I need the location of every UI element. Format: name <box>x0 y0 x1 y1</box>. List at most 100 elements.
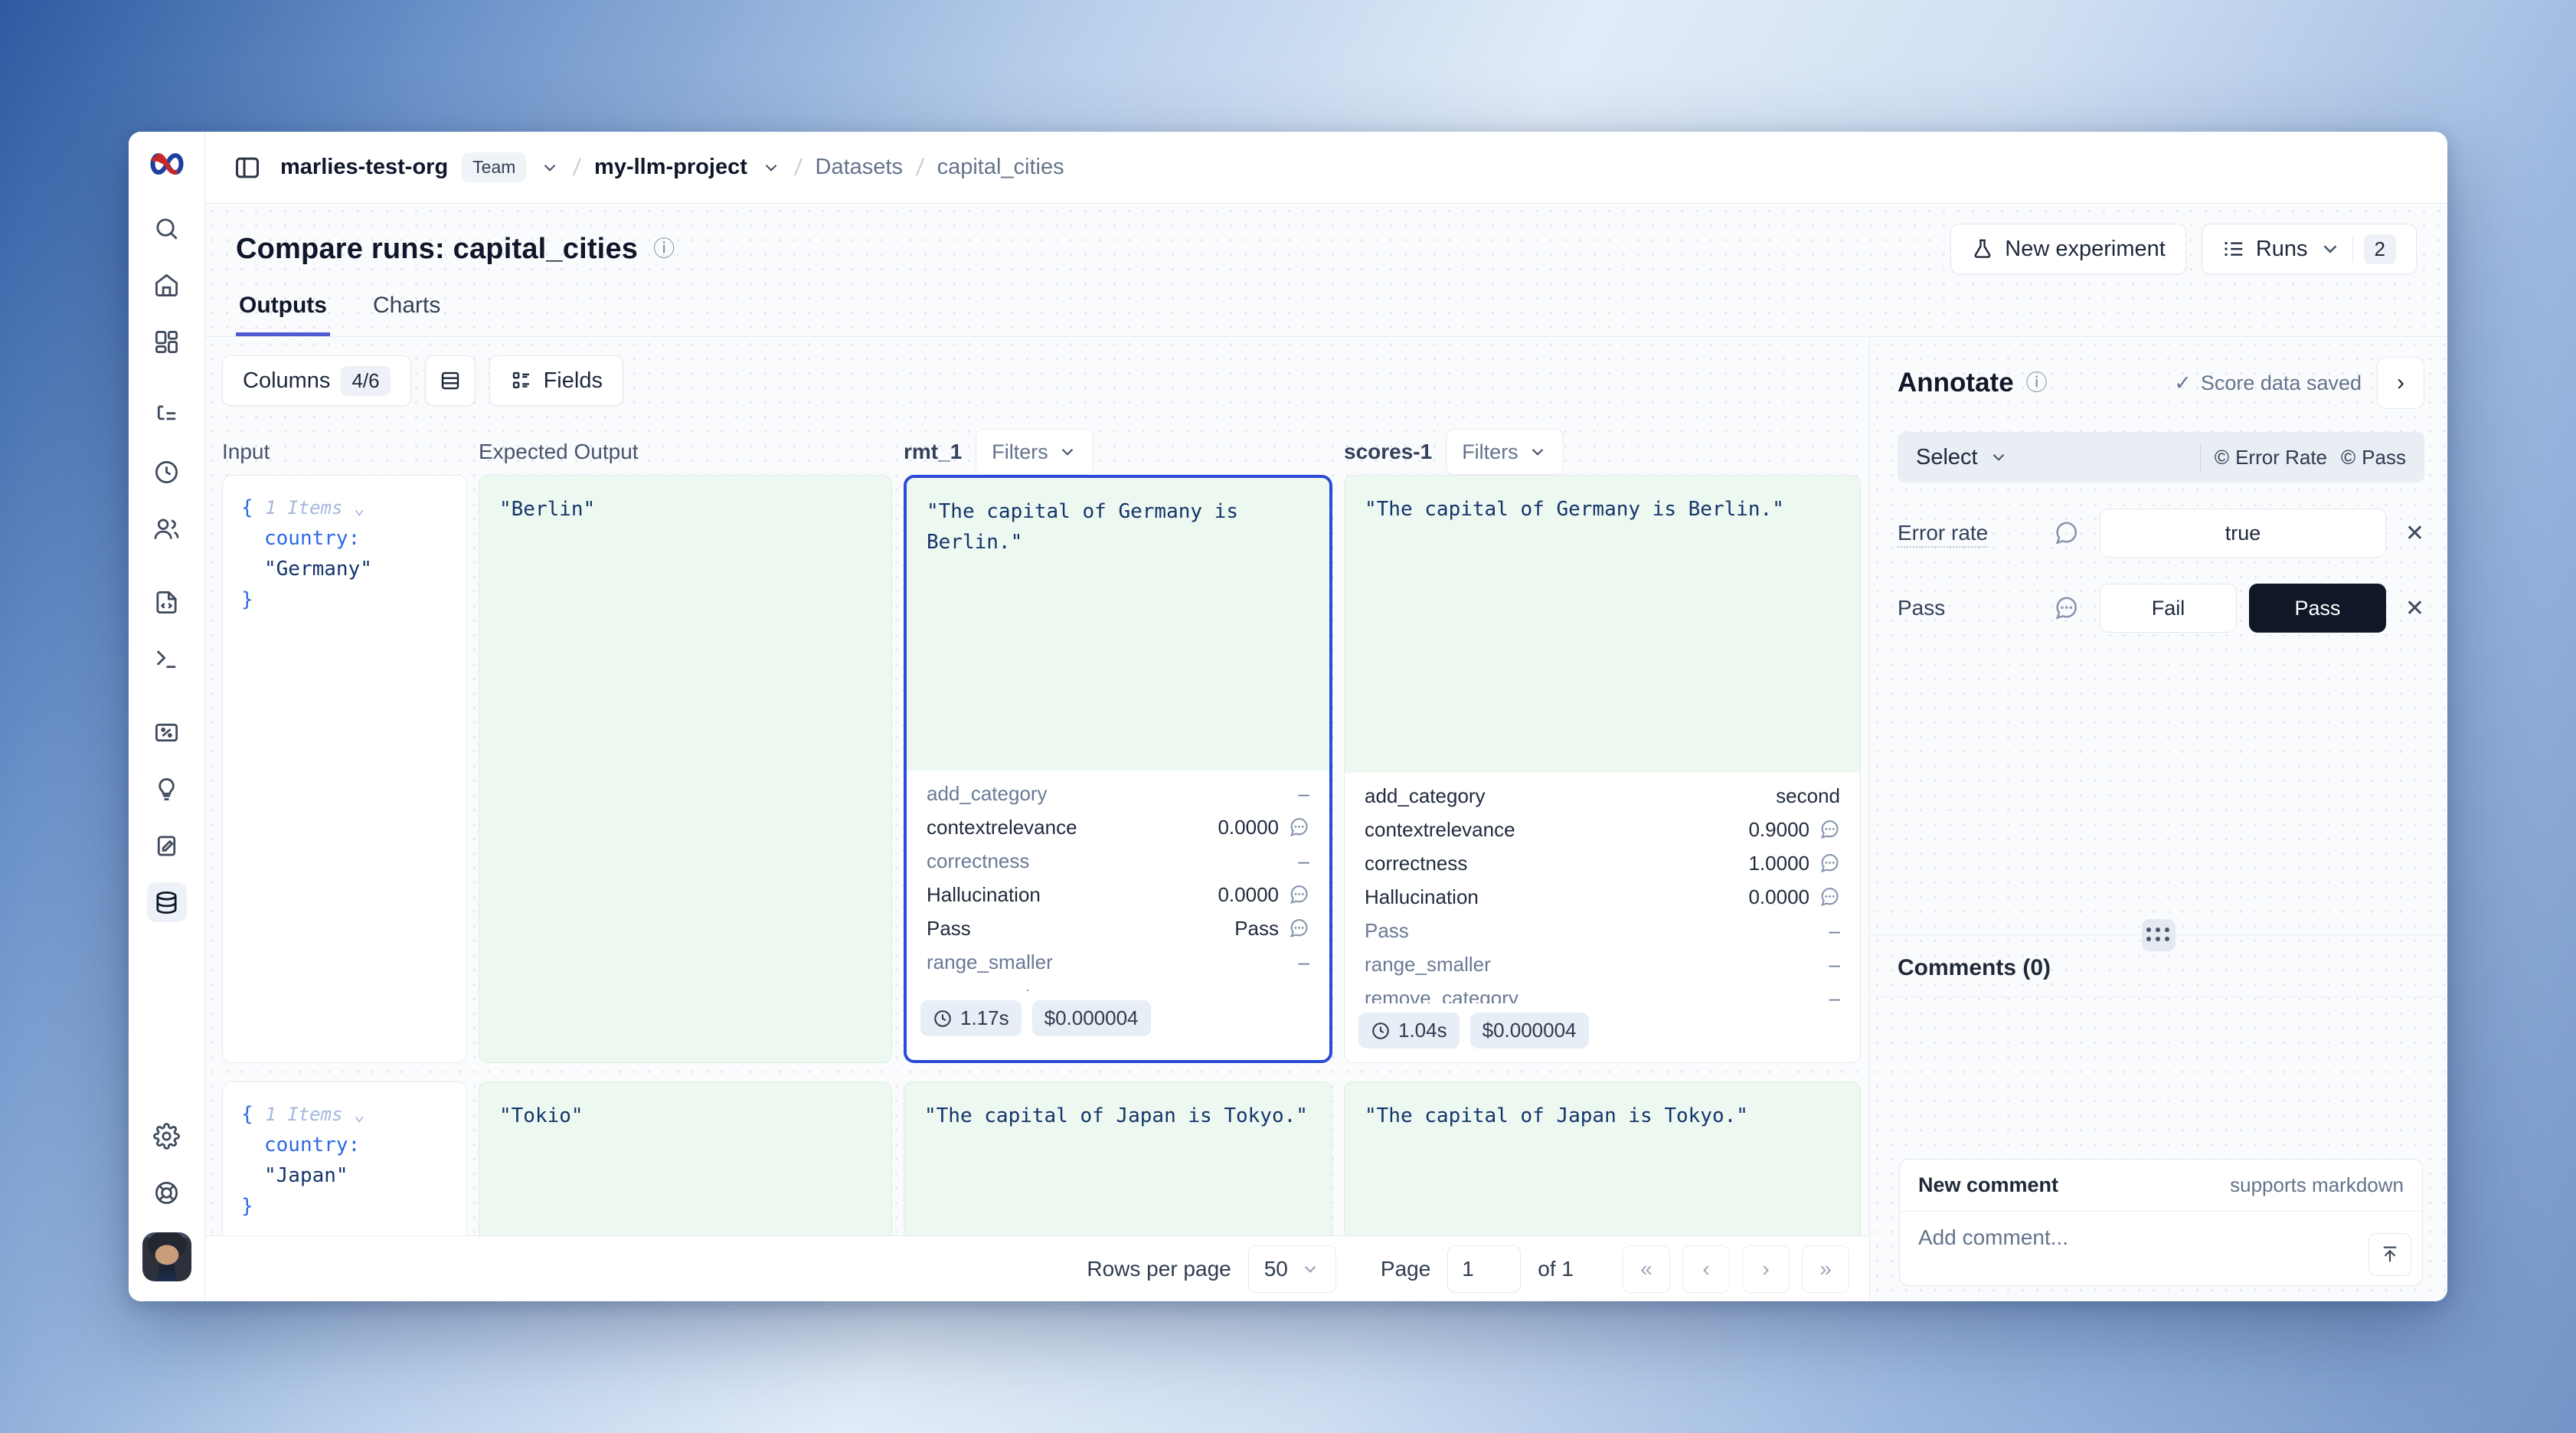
score-config-select[interactable]: Select <box>1916 445 2009 470</box>
run1-filters-button[interactable]: Filters <box>976 429 1093 475</box>
comment-input[interactable] <box>1900 1212 2422 1285</box>
info-icon[interactable]: ⓘ <box>653 237 675 260</box>
breadcrumb-org[interactable]: marlies-test-org <box>280 155 449 179</box>
sidebar-settings-icon[interactable] <box>147 1116 187 1156</box>
sidebar-sessions-icon[interactable] <box>147 452 187 492</box>
breadcrumb-datasets[interactable]: Datasets <box>815 155 903 179</box>
submit-comment-button[interactable] <box>2368 1233 2411 1276</box>
next-page-button[interactable]: › <box>1742 1245 1790 1293</box>
new-experiment-button[interactable]: New experiment <box>1950 224 2186 274</box>
cost-badge: $0.000004 <box>1469 1013 1589 1049</box>
sidebar-prompts-icon[interactable] <box>147 582 187 622</box>
comments-title: Comments (0) <box>1898 955 2051 980</box>
previous-page-button[interactable]: ‹ <box>1682 1245 1730 1293</box>
run2-output-cell[interactable]: "The capital of Germany is Berlin." add_… <box>1344 475 1861 1063</box>
score-type-badge-error-rate: © Error Rate <box>2214 445 2328 469</box>
expected-output-cell[interactable]: "Tokio" <box>479 1081 892 1235</box>
clock-icon <box>1372 1022 1389 1039</box>
json-items-toggle[interactable]: 1 Items ⌄ <box>265 497 365 519</box>
run2-filters-button[interactable]: Filters <box>1446 429 1564 475</box>
run1-output-cell[interactable]: "The capital of Japan is Tokyo." <box>904 1081 1332 1235</box>
fields-button[interactable]: Fields <box>489 355 623 406</box>
input-cell[interactable]: { 1 Items ⌄ country: "Japan" } <box>222 1081 467 1235</box>
chevron-down-icon[interactable] <box>761 158 781 178</box>
column-header-input: Input <box>222 440 270 463</box>
comment-icon[interactable] <box>1288 884 1309 905</box>
sidebar-users-icon[interactable] <box>147 509 187 548</box>
error-rate-value-input[interactable] <box>2100 509 2386 558</box>
sidebar-datasets-icon[interactable] <box>146 882 187 922</box>
sidebar-annotation-queues-icon[interactable] <box>147 826 187 865</box>
comment-icon[interactable] <box>1288 816 1309 838</box>
info-icon[interactable]: ⓘ <box>2025 371 2048 394</box>
markdown-hint: supports markdown <box>2230 1173 2404 1196</box>
score-row: contextrelevance 0.9000 <box>1365 813 1840 846</box>
page-header: Compare runs: capital_cities ⓘ New exper… <box>205 204 2447 337</box>
score-label-pass: Pass <box>1898 596 1946 620</box>
score-list: add_category second contextrelevance 0.900… <box>1345 773 1860 1004</box>
tab-outputs[interactable]: Outputs <box>236 280 330 336</box>
annotate-panel: Annotate ⓘ ✓ Score data saved › <box>1869 337 2447 1301</box>
comment-bubble-icon[interactable] <box>2035 520 2097 546</box>
sidebar-dashboard-icon[interactable] <box>147 322 187 362</box>
comment-icon[interactable] <box>1819 886 1840 908</box>
fields-icon <box>512 371 529 388</box>
sidebar-tracing-icon[interactable] <box>147 395 187 435</box>
chevron-down-icon <box>1528 442 1548 462</box>
column-header-run1: rmt_1 <box>904 440 963 463</box>
divider <box>1870 996 2447 997</box>
sidebar-evaluation-icon[interactable] <box>147 712 187 752</box>
runs-count-badge: 2 <box>2363 234 2396 264</box>
sidebar-home-icon[interactable] <box>147 265 187 305</box>
comment-icon[interactable] <box>1819 852 1840 874</box>
page-number-input[interactable] <box>1447 1245 1522 1293</box>
row-height-button[interactable] <box>424 355 476 406</box>
pass-option-button[interactable]: Pass <box>2249 584 2386 633</box>
list-icon <box>2225 241 2243 257</box>
comment-bubble-icon[interactable] <box>2035 595 2097 621</box>
run1-output-cell-selected[interactable]: "The capital of Germany is Berlin." add_… <box>904 475 1332 1063</box>
breadcrumb-project[interactable]: my-llm-project <box>594 155 747 179</box>
breadcrumb-dataset-name[interactable]: capital_cities <box>937 155 1064 179</box>
sidebar-toggle-icon[interactable] <box>233 153 262 182</box>
pagination-bar: Rows per page 50 Page of 1 « ‹ › » <box>205 1235 1869 1301</box>
last-page-button[interactable]: » <box>1802 1245 1849 1293</box>
expected-output-cell[interactable]: "Berlin" <box>479 475 892 1063</box>
tab-charts[interactable]: Charts <box>372 293 441 318</box>
table-header-row: Input Expected Output rmt_1 Filters scor… <box>205 406 1869 475</box>
comment-icon[interactable] <box>1288 918 1309 939</box>
json-items-toggle[interactable]: 1 Items ⌄ <box>265 1104 365 1125</box>
comment-icon[interactable] <box>1819 819 1840 840</box>
column-header-expected-output: Expected Output <box>479 440 639 463</box>
clear-score-button[interactable]: ✕ <box>2404 520 2424 546</box>
score-row: add_category second <box>1365 784 1840 807</box>
row-height-icon <box>441 371 459 390</box>
annotate-title: Annotate <box>1898 368 2014 398</box>
breadcrumb-separator: / <box>914 153 926 181</box>
score-row: Pass Pass <box>927 911 1309 945</box>
sidebar-support-icon[interactable] <box>147 1173 187 1212</box>
sidebar-playground-icon[interactable] <box>147 639 187 679</box>
score-row: range_smaller – <box>927 950 1309 973</box>
next-item-button[interactable]: › <box>2377 357 2424 409</box>
breadcrumb-separator: / <box>572 153 583 181</box>
run2-output-cell[interactable]: "The capital of Japan is Tokyo." <box>1344 1081 1861 1235</box>
sidebar-search-icon[interactable] <box>147 208 187 248</box>
drag-handle[interactable] <box>2142 919 2176 951</box>
first-page-button[interactable]: « <box>1623 1245 1670 1293</box>
score-row: range_smaller – <box>1365 952 1840 976</box>
cost-badge: $0.000004 <box>1031 1000 1151 1036</box>
columns-button[interactable]: Columns 4/6 <box>222 355 411 406</box>
sidebar-ideas-icon[interactable] <box>147 769 187 809</box>
input-cell[interactable]: { 1 Items ⌄ country: "Germany" } <box>222 475 467 1063</box>
user-avatar[interactable] <box>142 1232 191 1281</box>
clear-score-button[interactable]: ✕ <box>2404 595 2424 621</box>
rows-per-page-select[interactable]: 50 <box>1247 1245 1336 1293</box>
rows-per-page-label: Rows per page <box>1087 1256 1231 1281</box>
runs-button[interactable]: Runs 2 <box>2201 224 2417 274</box>
table-toolbar: Columns 4/6 Fields <box>205 337 1869 406</box>
fail-option-button[interactable]: Fail <box>2100 584 2237 633</box>
column-header-run2: scores-1 <box>1344 440 1433 463</box>
chevron-down-icon[interactable] <box>540 158 560 178</box>
